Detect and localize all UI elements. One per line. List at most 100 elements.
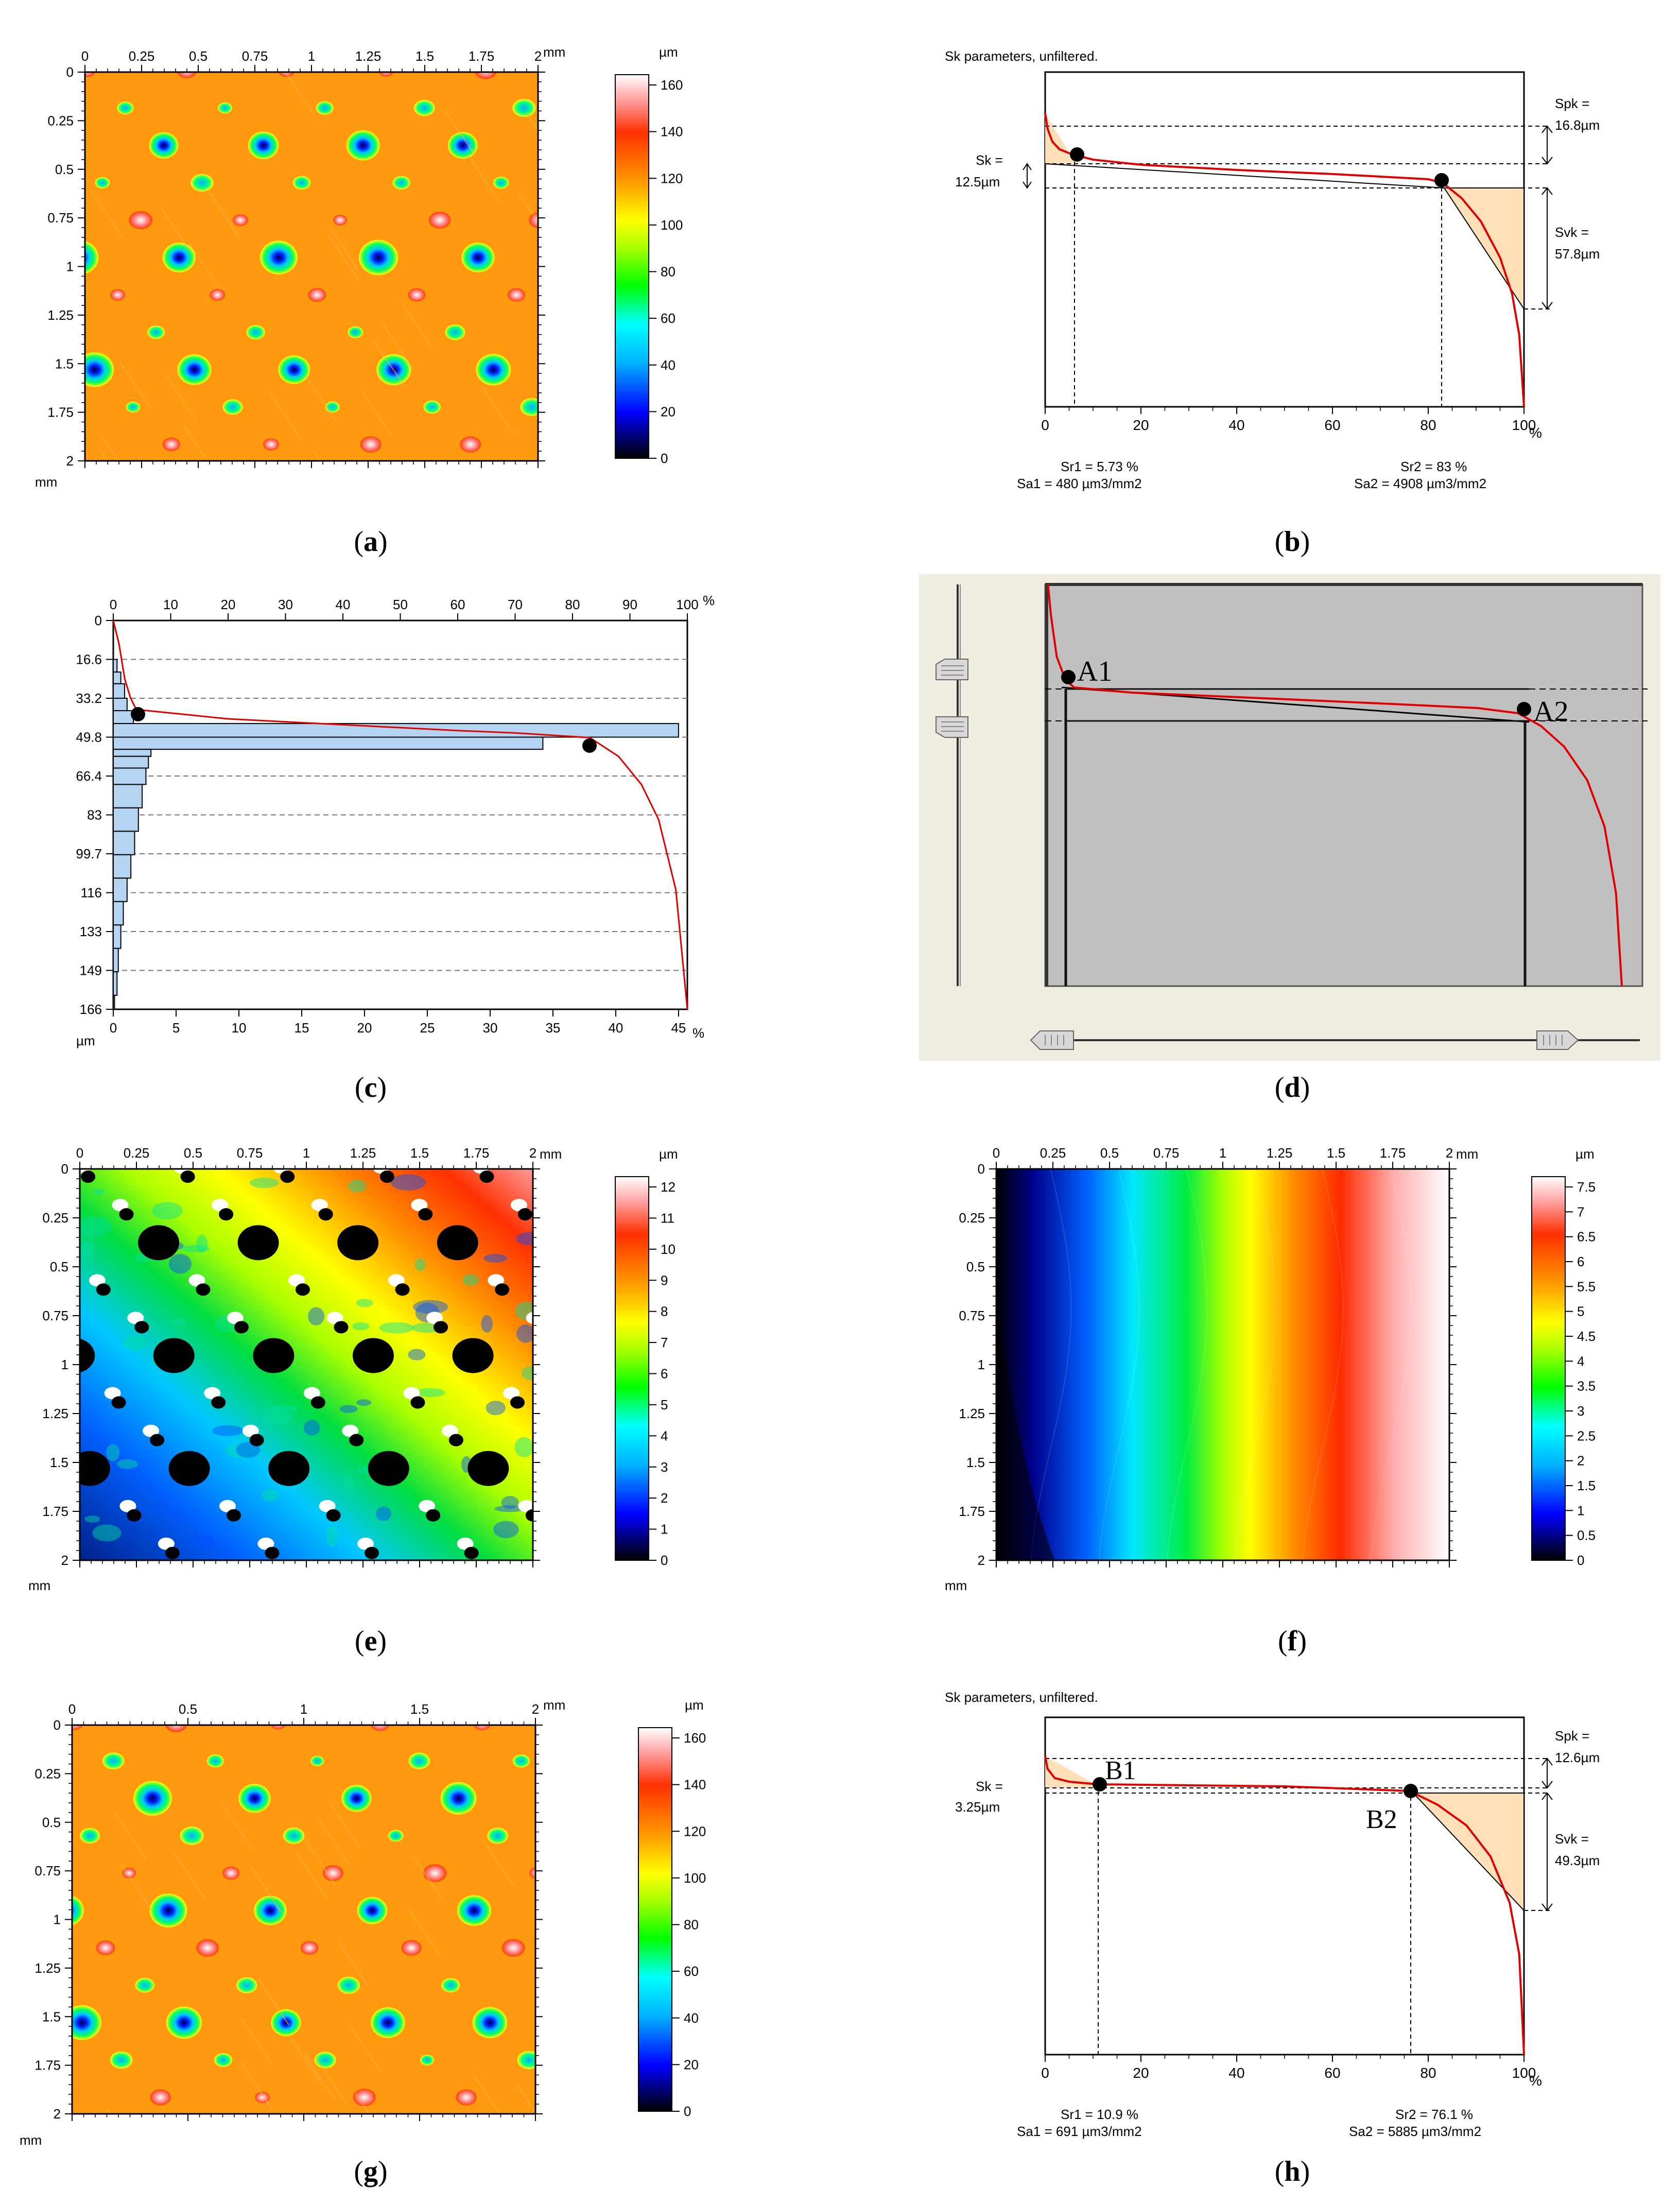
d-marker-a1[interactable]: [1061, 670, 1076, 684]
b-x-unit: %: [1529, 425, 1542, 441]
y-tick-label: 83: [87, 807, 102, 823]
x-tick-label: 2: [532, 1701, 539, 1717]
colorbar-tick-label: 7.5: [1577, 1179, 1596, 1195]
map-a-x-unit: mm: [543, 44, 565, 60]
y-tick-label: 0.75: [34, 1863, 61, 1879]
y-tick-label: 1: [978, 1357, 985, 1372]
d-slider-handle-top[interactable]: [936, 659, 968, 680]
colorbar-e-unit: µm: [659, 1146, 678, 1162]
bottom-tick-label: 5: [172, 1020, 180, 1036]
colorbar-f: [1531, 1176, 1566, 1561]
histogram-bar: [113, 723, 679, 738]
h-x-ticks: 0 20 40 60 80 100: [1041, 2055, 1536, 2081]
histogram-bar: [113, 767, 147, 785]
b-marker-sr2: [1434, 173, 1449, 187]
colorbar-tick-label: 3.5: [1577, 1379, 1596, 1394]
panel-letter-d: (d): [1275, 1072, 1310, 1104]
panel-e: 0 0.25 0.5 0.75 1 1.25 1.5 1.75 2 00.250.50.7511…: [28, 1145, 678, 1593]
colorbar-tick-label: 20: [661, 404, 676, 419]
colorbar-tick-label: 100: [661, 217, 683, 233]
bottom-tick-label: 30: [482, 1020, 497, 1036]
panel-letter-g: (g): [354, 2156, 387, 2187]
d-marker-a2[interactable]: [1517, 702, 1531, 716]
map-a-features: [85, 72, 538, 461]
y-tick-label: 0: [61, 1161, 68, 1177]
x-tick-label: 1.5: [415, 48, 434, 64]
top-tick-label: 100: [676, 597, 698, 612]
y-tick-label: 1.25: [959, 1406, 985, 1421]
top-tick-label: 80: [565, 597, 580, 612]
y-tick-label: 16.6: [76, 652, 102, 667]
map-f-field: [996, 1168, 1449, 1561]
map-a-y-unit: mm: [35, 474, 57, 490]
h-svk-label: Svk =: [1555, 1831, 1589, 1847]
x-tick-label: 1: [308, 48, 315, 64]
d-slider-handle-bottom[interactable]: [936, 716, 968, 738]
y-tick-label: 0: [66, 64, 74, 80]
map-a-x-ticks: 0 0.25 0.5 0.75 1 1.25 1.5 1.75 2: [81, 48, 542, 468]
histogram-bar: [113, 854, 132, 879]
h-svk-value: 49.3µm: [1555, 1853, 1600, 1868]
x-tick-label: 40: [1228, 2065, 1244, 2081]
histogram-bar: [113, 831, 135, 855]
colorbar-a-ticks: 160 140 120 100 80 60 40 20 0: [649, 77, 683, 466]
x-tick-label: 0: [68, 1701, 76, 1717]
map-f-y-unit: mm: [945, 1578, 967, 1593]
colorbar-tick-label: 160: [661, 77, 683, 93]
histogram-bar: [113, 671, 122, 684]
x-tick-label: 100: [1512, 417, 1536, 433]
h-sr1: Sr1 = 10.9 %: [1061, 2107, 1138, 2122]
bottom-tick-label: 45: [671, 1020, 686, 1036]
y-tick-label: 0.75: [959, 1308, 985, 1323]
colorbar-tick-label: 5.5: [1577, 1279, 1596, 1294]
map-e-x-unit: mm: [540, 1146, 562, 1162]
y-tick-label: 0.25: [34, 1766, 61, 1781]
top-tick-label: 30: [278, 597, 293, 612]
y-tick-label: 66.4: [76, 768, 102, 784]
c-bottom-ticks: 0 5 10 15 20 25 30 35 40 45: [110, 1009, 686, 1036]
x-tick-label: 0: [993, 1145, 1000, 1161]
histogram-bar: [113, 736, 544, 750]
top-tick-label: 60: [451, 597, 465, 612]
c-y-unit: µm: [76, 1033, 95, 1048]
x-tick-label: 0: [1041, 2065, 1049, 2081]
y-tick-label: 1.5: [50, 1455, 68, 1470]
map-g-x-ticks: 0 0.5 1 1.5 2: [68, 1701, 539, 2121]
b-sr2: Sr2 = 83 %: [1400, 459, 1467, 474]
h-sr2: Sr2 = 76.1 %: [1395, 2107, 1473, 2122]
h-svk-triangle: [1412, 1793, 1525, 1912]
map-e-y-ticks: 0 0.25 0.5 0.75 1 1.25 1.5 1.75 2: [42, 1161, 540, 1568]
panel-b: Sk parameters, unfiltered. Spk = 16.8µm …: [945, 48, 1600, 491]
histogram-bar: [113, 755, 149, 769]
c-histogram: [113, 659, 679, 1010]
d-slider-handle-left[interactable]: [1030, 1030, 1074, 1050]
y-tick-label: 1.5: [55, 356, 74, 371]
histogram-bar: [113, 807, 139, 832]
top-tick-label: 90: [622, 597, 637, 612]
x-tick-label: 1.75: [1380, 1145, 1406, 1161]
panel-letter-c: (c): [355, 1072, 387, 1104]
panel-d: A1 A2: [919, 574, 1660, 1061]
c-marker-2: [582, 738, 597, 753]
y-tick-label: 49.8: [76, 730, 102, 745]
histogram-bar: [113, 698, 128, 712]
map-g-features: [72, 1725, 535, 2114]
histogram-bar: [113, 947, 119, 973]
colorbar-tick-label: 8: [661, 1304, 668, 1319]
h-abbott-curve: [1044, 1755, 1525, 2055]
y-tick-label: 2: [54, 2106, 61, 2122]
histogram-bar: [113, 710, 134, 725]
b-sk-value: 12.5µm: [955, 174, 1000, 189]
colorbar-tick-label: 100: [684, 1870, 706, 1886]
y-tick-label: 116: [81, 885, 102, 901]
map-e-y-unit: mm: [28, 1578, 50, 1593]
d-slider-handle-right[interactable]: [1536, 1030, 1579, 1050]
b-abbott-curve: [1044, 113, 1525, 407]
x-tick-label: 0.5: [179, 1701, 197, 1717]
y-tick-label: 0.5: [966, 1259, 985, 1274]
x-tick-label: 1.75: [463, 1145, 490, 1161]
x-tick-label: 0.75: [1153, 1145, 1180, 1161]
h-sa1: Sa1 = 691 µm3/mm2: [1017, 2124, 1142, 2139]
